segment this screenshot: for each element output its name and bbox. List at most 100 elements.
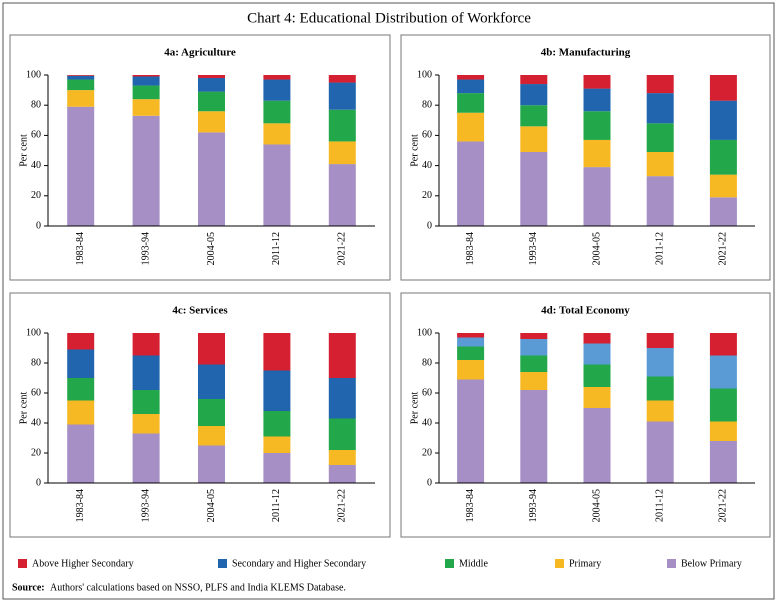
bar-segment: [328, 378, 356, 419]
bar-segment: [457, 79, 485, 94]
y-tick-label: 20: [31, 190, 41, 201]
x-tick-label: 2011-12: [654, 489, 665, 522]
legend-swatch: [555, 559, 564, 568]
bar-segment: [198, 91, 225, 112]
y-tick-label: 20: [422, 447, 432, 458]
bar-segment: [520, 355, 548, 372]
bar-segment: [457, 333, 485, 338]
bar-segment: [457, 93, 485, 113]
bar-segment: [198, 399, 225, 426]
legend-swatch: [667, 559, 676, 568]
bar-segment: [198, 78, 225, 92]
y-axis-label: Per cent: [409, 134, 420, 167]
bar-segment: [457, 141, 485, 226]
bar-segment: [646, 176, 674, 226]
bar-segment: [709, 75, 737, 101]
bar-segment: [646, 75, 674, 94]
y-tick-label: 40: [31, 160, 41, 171]
bar-segment: [198, 111, 225, 133]
x-tick-label: 2004-05: [206, 489, 217, 522]
legend-label: Primary: [569, 558, 601, 569]
bar-segment: [328, 418, 356, 450]
x-tick-label: 1993-94: [528, 232, 539, 265]
bar-segment: [328, 82, 356, 110]
bar-segment: [132, 414, 160, 434]
bar-segment: [67, 424, 95, 483]
x-tick-label: 2004-05: [591, 232, 602, 265]
bar-segment: [132, 75, 160, 77]
bar-segment: [67, 75, 95, 76]
y-tick-label: 80: [422, 99, 432, 110]
bar-segment: [198, 426, 225, 446]
bar-segment: [646, 333, 674, 348]
bar-segment: [328, 333, 356, 378]
y-tick-label: 40: [422, 417, 432, 428]
bar-segment: [132, 76, 160, 86]
bar-segment: [583, 88, 611, 112]
bar-segment: [328, 141, 356, 165]
bar-segment: [67, 79, 95, 91]
x-tick-label: 2021-22: [337, 489, 348, 522]
y-tick-label: 100: [26, 327, 41, 338]
bar-segment: [709, 421, 737, 441]
bar-segment: [67, 349, 95, 378]
y-tick-label: 0: [427, 477, 432, 488]
x-tick-label: 1983-84: [465, 489, 476, 522]
bar-segment: [520, 372, 548, 390]
y-tick-label: 80: [422, 357, 432, 368]
legend-label: Above Higher Secondary: [32, 558, 134, 569]
bar-segment: [646, 376, 674, 401]
bar-segment: [457, 112, 485, 142]
source-text: Authors' calculations based on NSSO, PLF…: [50, 582, 346, 593]
x-tick-label: 1983-84: [75, 489, 86, 522]
bar-segment: [709, 333, 737, 356]
y-axis-label: Per cent: [18, 392, 29, 425]
bar-segment: [709, 100, 737, 140]
bar-segment: [263, 333, 291, 371]
legend-label: Secondary and Higher Secondary: [232, 558, 366, 569]
y-tick-label: 60: [31, 387, 41, 398]
bar-segment: [132, 115, 160, 226]
y-tick-label: 0: [427, 220, 432, 231]
x-tick-label: 2011-12: [271, 232, 282, 265]
bar-segment: [263, 411, 291, 437]
bar-segment: [263, 370, 291, 411]
bar-segment: [709, 197, 737, 226]
bar-segment: [132, 85, 160, 100]
bar-segment: [520, 333, 548, 339]
x-tick-label: 1993-94: [140, 232, 151, 265]
bar-segment: [709, 441, 737, 483]
bar-segment: [67, 75, 95, 80]
chart-title: 4c: Services: [172, 305, 228, 317]
bar-segment: [646, 421, 674, 483]
figure-title: Chart 4: Educational Distribution of Wor…: [247, 10, 531, 26]
bar-segment: [583, 408, 611, 483]
x-tick-label: 2011-12: [271, 489, 282, 522]
bar-segment: [132, 433, 160, 483]
x-tick-label: 1983-84: [465, 232, 476, 265]
bar-segment: [328, 450, 356, 465]
y-axis-label: Per cent: [409, 392, 420, 425]
bar-segment: [263, 79, 291, 101]
bar-segment: [583, 333, 611, 344]
legend-label: Below Primary: [681, 558, 742, 569]
bar-segment: [132, 99, 160, 116]
x-tick-label: 2004-05: [206, 232, 217, 265]
bar-segment: [198, 333, 225, 365]
bar-segment: [520, 126, 548, 153]
bar-segment: [198, 75, 225, 79]
bar-segment: [520, 390, 548, 483]
bar-segment: [709, 174, 737, 198]
y-tick-label: 40: [31, 417, 41, 428]
bar-segment: [132, 355, 160, 390]
bar-segment: [520, 339, 548, 356]
y-tick-label: 20: [422, 190, 432, 201]
bar-segment: [583, 75, 611, 89]
x-tick-label: 2021-22: [337, 232, 348, 265]
bar-segment: [263, 100, 291, 124]
y-tick-label: 20: [31, 447, 41, 458]
y-tick-label: 0: [36, 477, 41, 488]
x-tick-label: 1993-94: [140, 489, 151, 522]
bar-segment: [457, 379, 485, 483]
bar-segment: [646, 348, 674, 377]
